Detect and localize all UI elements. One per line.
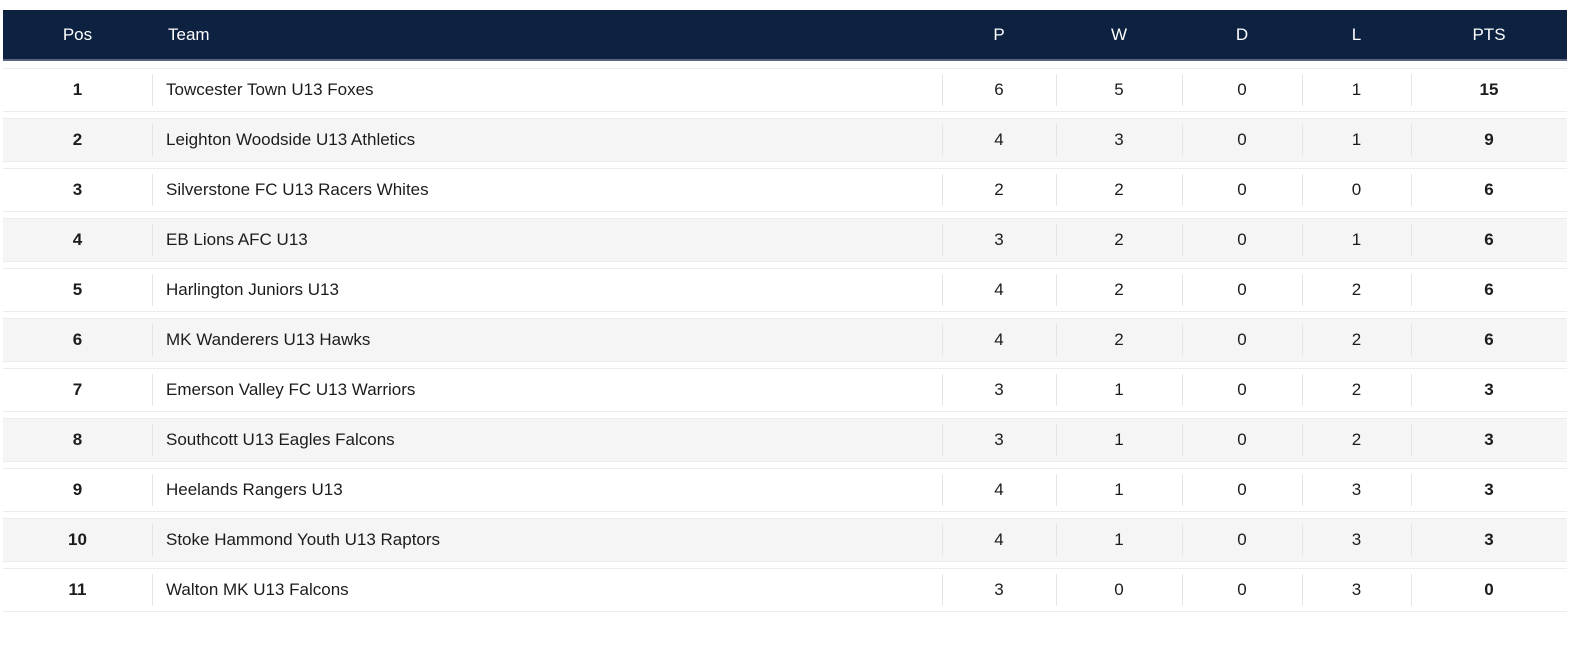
column-header-wins: W — [1110, 24, 1128, 44]
table-row: 9 Heelands Rangers U13 4 1 0 3 3 — [3, 468, 1567, 512]
table-row: 5 Harlington Juniors U13 4 2 0 2 6 — [3, 268, 1567, 312]
table-header-row: Pos Team P W D L PTS — [3, 10, 1567, 61]
points-cell: 6 — [1411, 319, 1567, 361]
column-header-pos: Pos — [62, 24, 93, 44]
table-row: 10 Stoke Hammond Youth U13 Raptors 4 1 0… — [3, 518, 1567, 562]
losses-cell: 1 — [1302, 69, 1411, 111]
draws-cell: 0 — [1182, 319, 1302, 361]
points-cell: 6 — [1411, 269, 1567, 311]
draws-cell: 0 — [1182, 569, 1302, 611]
points-cell: 6 — [1411, 219, 1567, 261]
losses-cell: 2 — [1302, 419, 1411, 461]
position-cell: 11 — [68, 580, 87, 599]
losses-cell: 1 — [1302, 219, 1411, 261]
losses-cell: 3 — [1302, 469, 1411, 511]
league-table: Pos Team P W D L PTS 1 Towcester Town U1… — [3, 10, 1567, 612]
table-row: 6 MK Wanderers U13 Hawks 4 2 0 2 6 — [3, 318, 1567, 362]
position-cell: 9 — [72, 480, 83, 499]
team-name-cell: Southcott U13 Eagles Falcons — [152, 419, 942, 461]
wins-cell: 5 — [1056, 69, 1182, 111]
wins-cell: 2 — [1056, 319, 1182, 361]
played-cell: 3 — [942, 569, 1056, 611]
table-row: 3 Silverstone FC U13 Racers Whites 2 2 0… — [3, 168, 1567, 212]
wins-cell: 1 — [1056, 469, 1182, 511]
points-cell: 0 — [1411, 569, 1567, 611]
table-row: 8 Southcott U13 Eagles Falcons 3 1 0 2 3 — [3, 418, 1567, 462]
wins-cell: 2 — [1056, 269, 1182, 311]
table-row: 2 Leighton Woodside U13 Athletics 4 3 0 … — [3, 118, 1567, 162]
position-cell: 2 — [72, 130, 83, 149]
position-cell: 1 — [72, 80, 83, 99]
draws-cell: 0 — [1182, 269, 1302, 311]
played-cell: 2 — [942, 169, 1056, 211]
table-body: 1 Towcester Town U13 Foxes 6 5 0 1 15 2 … — [3, 68, 1567, 612]
draws-cell: 0 — [1182, 119, 1302, 161]
team-name-cell: Emerson Valley FC U13 Warriors — [152, 369, 942, 411]
losses-cell: 0 — [1302, 169, 1411, 211]
table-row: 7 Emerson Valley FC U13 Warriors 3 1 0 2… — [3, 368, 1567, 412]
played-cell: 3 — [942, 219, 1056, 261]
played-cell: 6 — [942, 69, 1056, 111]
team-name-cell: Towcester Town U13 Foxes — [152, 69, 942, 111]
draws-cell: 0 — [1182, 469, 1302, 511]
position-cell: 8 — [72, 430, 83, 449]
draws-cell: 0 — [1182, 169, 1302, 211]
played-cell: 4 — [942, 519, 1056, 561]
losses-cell: 3 — [1302, 519, 1411, 561]
table-row: 11 Walton MK U13 Falcons 3 0 0 3 0 — [3, 568, 1567, 612]
draws-cell: 0 — [1182, 69, 1302, 111]
position-cell: 6 — [72, 330, 83, 349]
points-cell: 9 — [1411, 119, 1567, 161]
column-header-played: P — [993, 24, 1005, 44]
column-header-points: PTS — [1472, 24, 1506, 44]
played-cell: 4 — [942, 469, 1056, 511]
draws-cell: 0 — [1182, 219, 1302, 261]
position-cell: 3 — [72, 180, 83, 199]
wins-cell: 1 — [1056, 519, 1182, 561]
losses-cell: 2 — [1302, 369, 1411, 411]
table-row: 4 EB Lions AFC U13 3 2 0 1 6 — [3, 218, 1567, 262]
team-name-cell: Leighton Woodside U13 Athletics — [152, 119, 942, 161]
team-name-cell: Harlington Juniors U13 — [152, 269, 942, 311]
played-cell: 4 — [942, 319, 1056, 361]
points-cell: 15 — [1411, 69, 1567, 111]
points-cell: 3 — [1411, 519, 1567, 561]
losses-cell: 3 — [1302, 569, 1411, 611]
points-cell: 3 — [1411, 419, 1567, 461]
points-cell: 6 — [1411, 169, 1567, 211]
table-row: 1 Towcester Town U13 Foxes 6 5 0 1 15 — [3, 68, 1567, 112]
wins-cell: 2 — [1056, 169, 1182, 211]
losses-cell: 1 — [1302, 119, 1411, 161]
points-cell: 3 — [1411, 369, 1567, 411]
wins-cell: 1 — [1056, 419, 1182, 461]
column-header-draws: D — [1235, 24, 1249, 44]
played-cell: 3 — [942, 419, 1056, 461]
losses-cell: 2 — [1302, 319, 1411, 361]
team-name-cell: MK Wanderers U13 Hawks — [152, 319, 942, 361]
draws-cell: 0 — [1182, 419, 1302, 461]
draws-cell: 0 — [1182, 369, 1302, 411]
position-cell: 4 — [72, 230, 83, 249]
team-name-cell: Stoke Hammond Youth U13 Raptors — [152, 519, 942, 561]
position-cell: 10 — [68, 530, 87, 549]
position-cell: 7 — [72, 380, 83, 399]
wins-cell: 2 — [1056, 219, 1182, 261]
played-cell: 4 — [942, 119, 1056, 161]
losses-cell: 2 — [1302, 269, 1411, 311]
column-header-team: Team — [168, 24, 210, 44]
wins-cell: 1 — [1056, 369, 1182, 411]
wins-cell: 3 — [1056, 119, 1182, 161]
played-cell: 3 — [942, 369, 1056, 411]
team-name-cell: EB Lions AFC U13 — [152, 219, 942, 261]
team-name-cell: Walton MK U13 Falcons — [152, 569, 942, 611]
team-name-cell: Silverstone FC U13 Racers Whites — [152, 169, 942, 211]
draws-cell: 0 — [1182, 519, 1302, 561]
points-cell: 3 — [1411, 469, 1567, 511]
column-header-losses: L — [1351, 24, 1362, 44]
position-cell: 5 — [72, 280, 83, 299]
wins-cell: 0 — [1056, 569, 1182, 611]
team-name-cell: Heelands Rangers U13 — [152, 469, 942, 511]
played-cell: 4 — [942, 269, 1056, 311]
